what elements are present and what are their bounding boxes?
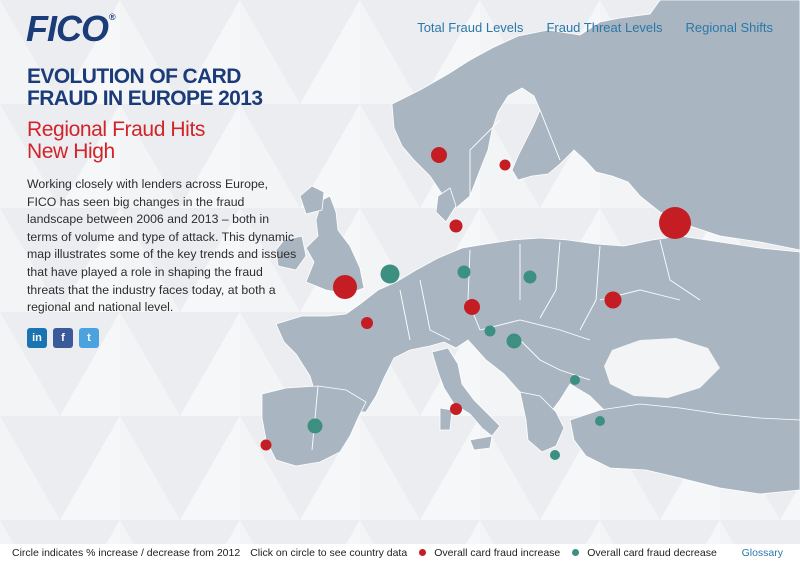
bubble-romania[interactable] xyxy=(570,375,580,385)
legend-decrease-label: Overall card fraud decrease xyxy=(587,546,717,559)
country-borders xyxy=(311,109,701,451)
bubble-ukraine[interactable] xyxy=(604,291,622,309)
logo-trademark: ® xyxy=(109,12,116,22)
bubble-norway[interactable] xyxy=(431,147,447,163)
legend-click-note: Click on circle to see country data xyxy=(250,546,408,559)
bubble-sweden[interactable] xyxy=(499,159,511,171)
bubble-czech[interactable] xyxy=(464,299,480,315)
twitter-share-button[interactable]: t xyxy=(79,327,99,348)
decrease-dot-icon xyxy=(572,549,580,556)
bubble-netherlands[interactable] xyxy=(380,264,400,284)
social-share: in f t xyxy=(27,327,299,348)
fico-logo[interactable]: FICO® xyxy=(26,8,116,50)
nav-regional-shifts[interactable]: Regional Shifts xyxy=(685,20,773,35)
title-line-1: EVOLUTION OF CARD xyxy=(27,65,241,88)
land-masses xyxy=(261,0,800,495)
linkedin-share-button[interactable]: in xyxy=(27,327,47,348)
top-nav: Total Fraud Levels Fraud Threat Levels R… xyxy=(417,20,773,35)
title-line-2: FRAUD IN EUROPE 2013 xyxy=(27,87,263,110)
subtitle-line-1: Regional Fraud Hits xyxy=(27,118,205,141)
legend-circle-note: Circle indicates % increase / decrease f… xyxy=(12,546,241,559)
increase-dot-icon xyxy=(419,549,427,556)
black-sea xyxy=(604,338,720,398)
page-title: EVOLUTION OF CARD FRAUD IN EUROPE 2013 xyxy=(27,66,299,110)
bubble-russia[interactable] xyxy=(659,207,691,239)
bubble-greece[interactable] xyxy=(550,450,560,460)
intro-panel: EVOLUTION OF CARD FRAUD IN EUROPE 2013 R… xyxy=(27,66,299,348)
bubble-uk[interactable] xyxy=(333,275,357,299)
bubble-turkey[interactable] xyxy=(595,416,605,426)
page-subtitle: Regional Fraud Hits New High xyxy=(27,119,299,163)
subtitle-line-2: New High xyxy=(27,140,115,163)
bubble-portugal[interactable] xyxy=(260,439,272,451)
intro-text: Working closely with lenders across Euro… xyxy=(27,177,297,315)
bubble-italy[interactable] xyxy=(450,403,462,415)
legend-increase-label: Overall card fraud increase xyxy=(434,546,561,559)
bubble-germany[interactable] xyxy=(457,265,471,279)
facebook-share-button[interactable]: f xyxy=(53,327,73,348)
nav-fraud-threat-levels[interactable]: Fraud Threat Levels xyxy=(546,20,663,35)
bubble-spain[interactable] xyxy=(307,418,323,434)
bubble-france[interactable] xyxy=(361,317,373,329)
nav-total-fraud-levels[interactable]: Total Fraud Levels xyxy=(417,20,524,35)
bubble-hungary[interactable] xyxy=(506,333,522,349)
bubble-denmark[interactable] xyxy=(449,219,463,233)
bubble-poland[interactable] xyxy=(523,270,537,284)
glossary-link[interactable]: Glossary xyxy=(741,546,783,559)
fraud-bubbles xyxy=(260,147,691,460)
logo-text: FICO xyxy=(26,8,109,49)
bubble-austria[interactable] xyxy=(484,325,496,337)
legend-footer: Circle indicates % increase / decrease f… xyxy=(0,544,800,561)
